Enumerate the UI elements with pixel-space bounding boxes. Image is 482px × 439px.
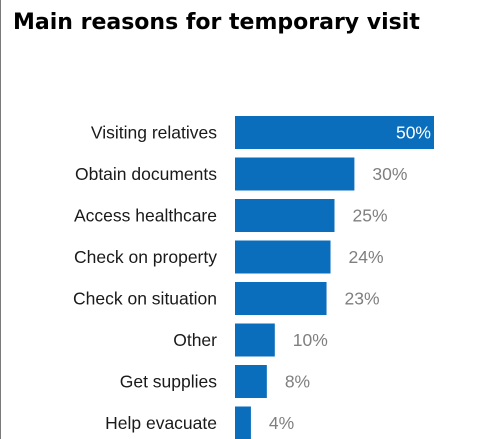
value-label: 8% <box>285 372 310 392</box>
bar <box>235 406 251 439</box>
value-label: 24% <box>349 247 384 267</box>
category-label: Get supplies <box>120 372 218 392</box>
bar <box>235 157 355 191</box>
category-label: Other <box>173 330 217 350</box>
bar <box>235 240 331 274</box>
category-label: Check on situation <box>73 289 217 309</box>
value-label: 30% <box>372 164 407 184</box>
bar <box>235 199 335 232</box>
bar <box>235 365 267 398</box>
value-label: 50% <box>396 123 431 143</box>
bar <box>235 116 434 149</box>
bar <box>235 282 327 315</box>
chart-title: Main reasons for temporary visit <box>13 10 420 35</box>
category-label: Obtain documents <box>75 164 217 184</box>
category-label: Check on property <box>74 247 217 267</box>
value-label: 23% <box>345 289 380 309</box>
category-label: Help evacuate <box>105 413 217 433</box>
value-label: 4% <box>269 413 294 433</box>
category-label: Access healthcare <box>74 206 217 226</box>
category-label: Visiting relatives <box>91 123 217 143</box>
value-label: 25% <box>353 206 388 226</box>
value-label: 10% <box>293 330 328 350</box>
bar <box>235 323 275 357</box>
